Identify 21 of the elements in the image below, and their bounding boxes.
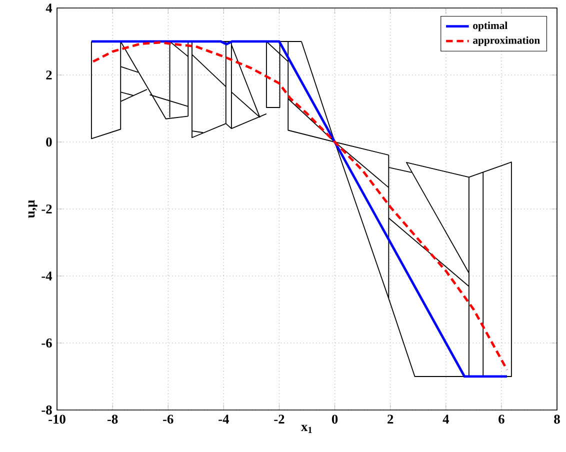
y-tick-label: 2 bbox=[46, 70, 52, 80]
y-tick-label: -2 bbox=[42, 204, 52, 214]
y-tick-label: 0 bbox=[46, 137, 52, 146]
x-tick-label: -8 bbox=[107, 414, 118, 424]
x-tick-label: 2 bbox=[388, 414, 394, 424]
x-tick-label: -10 bbox=[48, 414, 66, 424]
x-tick-label: -6 bbox=[163, 414, 174, 424]
legend-label: approximation bbox=[473, 36, 540, 46]
legend-label: optimal bbox=[473, 22, 508, 32]
y-tick-label: -4 bbox=[42, 272, 52, 280]
y-tick-label: 4 bbox=[46, 4, 52, 12]
y-tick-label: -8 bbox=[42, 405, 52, 414]
x-axis-title: x$_{1}$ bbox=[301, 424, 312, 433]
y-axis-title: u,μ bbox=[28, 200, 38, 218]
y-tick-label: -6 bbox=[42, 338, 52, 348]
x-tick-label: -2 bbox=[274, 414, 284, 424]
x-tick-label: 6 bbox=[498, 414, 504, 424]
x-tick-label: 4 bbox=[442, 414, 449, 424]
x-tick-label: 8 bbox=[554, 414, 560, 424]
x-tick-label: -4 bbox=[218, 414, 229, 424]
x-tick-label: 0 bbox=[332, 414, 338, 424]
